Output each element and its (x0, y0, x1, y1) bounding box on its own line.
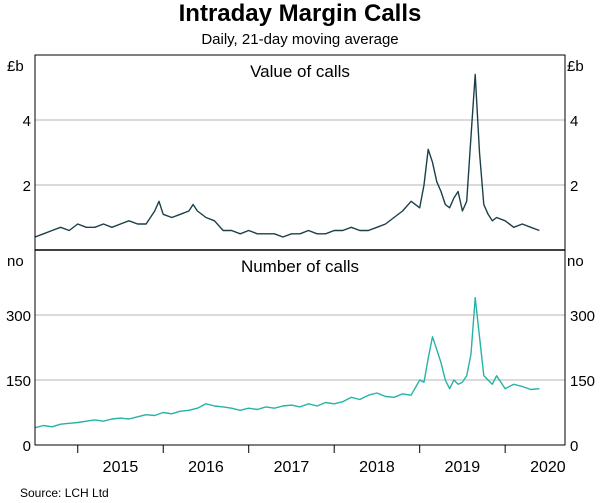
number-y-tick-label-right: 0 (570, 438, 578, 455)
value-series-line (34, 73, 540, 238)
number-panel-title: Number of calls (241, 257, 359, 276)
value-y-tick-label-left: 4 (23, 113, 31, 130)
chart-subtitle: Daily, 21-day moving average (201, 31, 399, 48)
number-unit-right: no (567, 253, 584, 270)
value-unit-left: £b (7, 58, 24, 75)
plot-frame (34, 54, 566, 446)
number-series-line (34, 297, 540, 429)
number-y-tick-label-left: 150 (6, 373, 31, 390)
x-tick-label: 2016 (188, 459, 224, 476)
value-y-tick-label-right: 2 (570, 178, 578, 195)
number-y-tick-label-right: 300 (570, 308, 595, 325)
x-tick-label: 2020 (530, 459, 566, 476)
number-y-tick-label-right: 150 (570, 373, 595, 390)
x-tick-label: 2017 (274, 459, 310, 476)
number-y-tick-label-left: 300 (6, 308, 31, 325)
source-note: Source: LCH Ltd (20, 486, 109, 500)
value-y-tick-label-right: 4 (570, 113, 578, 130)
value-unit-right: £b (567, 58, 584, 75)
value-y-tick-label-left: 2 (23, 178, 31, 195)
x-tick-label: 2015 (103, 459, 139, 476)
x-tick-label: 2019 (445, 459, 481, 476)
value-panel-title: Value of calls (250, 62, 350, 81)
chart-title: Intraday Margin Calls (178, 0, 422, 27)
number-y-tick-label-left: 0 (23, 438, 31, 455)
number-unit-left: no (7, 253, 24, 270)
x-tick-label: 2018 (359, 459, 395, 476)
